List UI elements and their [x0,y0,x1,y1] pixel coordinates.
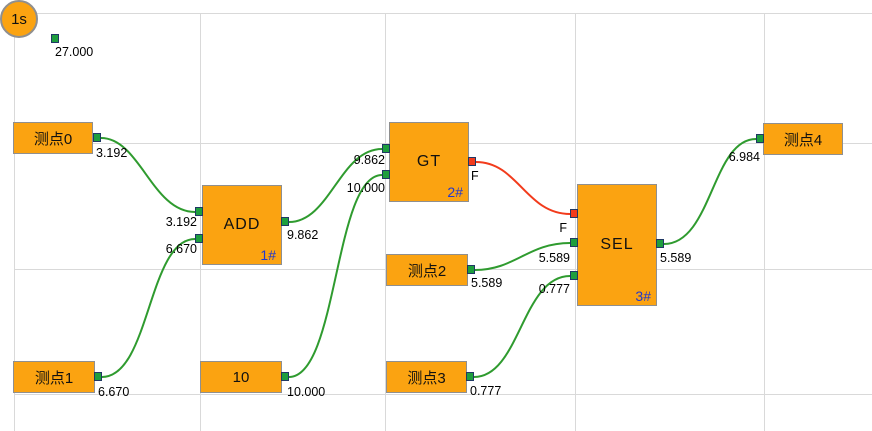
node-id-badge: 3# [635,288,651,304]
node-gt[interactable]: GT 2# [389,122,469,202]
node-const10[interactable]: 10 [200,361,282,393]
node-label: ADD [223,216,261,233]
sel-input3-value: 0.777 [538,282,570,296]
cedian0-output-port[interactable] [93,133,101,142]
grid-line-vertical [200,13,201,431]
node-cedian2[interactable]: 测点2 [386,254,468,286]
node-label: 测点2 [407,262,447,280]
gt-input2-value: 10.000 [346,181,385,195]
const10-output-port[interactable] [281,372,289,381]
sel-input2-value: 5.589 [538,251,570,265]
cedian1-output-value: 6.670 [98,385,130,399]
node-cedian4[interactable]: 测点4 [763,123,843,155]
wire-add-to-gt-in1[interactable] [288,148,383,223]
grid-line-vertical [385,13,386,431]
cedian4-input-value: 6.984 [728,150,760,164]
cedian4-input-port[interactable] [756,134,764,143]
sel-input2-port[interactable] [570,238,578,247]
node-label: 测点0 [33,130,73,148]
wire-sel-to-cedian4[interactable] [663,138,757,245]
node-cedian1[interactable]: 测点1 [13,361,95,393]
node-id-badge: 2# [447,184,463,200]
add-output-port[interactable] [281,217,289,226]
node-sel[interactable]: SEL 3# [577,184,657,306]
node-label: 10 [232,368,250,386]
timer-label: 1s [11,10,27,28]
cedian2-output-value: 5.589 [471,276,503,290]
gt-input2-port[interactable] [382,170,390,179]
node-id-badge: 1# [260,247,276,263]
const10-output-value: 10.000 [287,385,326,399]
cedian3-output-value: 0.777 [470,384,502,398]
cedian2-output-port[interactable] [467,265,475,274]
wire-const10-to-gt-in2[interactable] [288,174,383,378]
add-output-value: 9.862 [287,228,319,242]
node-cedian0[interactable]: 测点0 [13,122,93,154]
wire-cedian3-to-sel-in3[interactable] [473,275,571,378]
sel-input3-port[interactable] [570,271,578,280]
sel-input1-value: F [559,221,567,235]
add-input2-value: 6.670 [165,242,197,256]
timer-value: 27.000 [55,45,94,59]
sel-input1-port[interactable] [570,209,578,218]
node-label: GT [416,153,442,170]
gt-input1-port[interactable] [382,144,390,153]
add-input1-value: 3.192 [165,215,197,229]
add-input1-port[interactable] [195,207,203,216]
gt-input1-value: 9.862 [353,153,385,167]
gt-output-port[interactable] [468,157,476,166]
gt-output-value: F [471,169,479,183]
grid-line-horizontal [14,394,872,395]
node-cedian3[interactable]: 测点3 [386,361,467,393]
sel-output-value: 5.589 [660,251,692,265]
timer-output-port[interactable] [51,34,59,43]
wire-cedian1-to-add-in2[interactable] [101,238,196,378]
grid-line-vertical [575,13,576,431]
sel-output-port[interactable] [656,239,664,248]
cedian0-output-value: 3.192 [96,146,128,160]
wire-cedian2-to-sel-in2[interactable] [474,242,571,271]
node-label: 测点3 [407,369,446,387]
cedian1-output-port[interactable] [94,372,102,381]
wire-gt-to-sel-in1[interactable] [475,161,571,215]
node-label: 测点1 [34,369,74,387]
node-add[interactable]: ADD 1# [202,185,282,265]
cedian3-output-port[interactable] [466,372,474,381]
grid-line-vertical [764,13,765,431]
grid-line-vertical [14,13,15,431]
wire-cedian0-to-add-in1[interactable] [100,137,196,213]
node-timer-1s[interactable]: 1s [0,0,38,38]
grid-line-horizontal [14,13,872,14]
node-label: SEL [600,236,634,253]
add-input2-port[interactable] [195,234,203,243]
node-label: 测点4 [783,131,823,149]
